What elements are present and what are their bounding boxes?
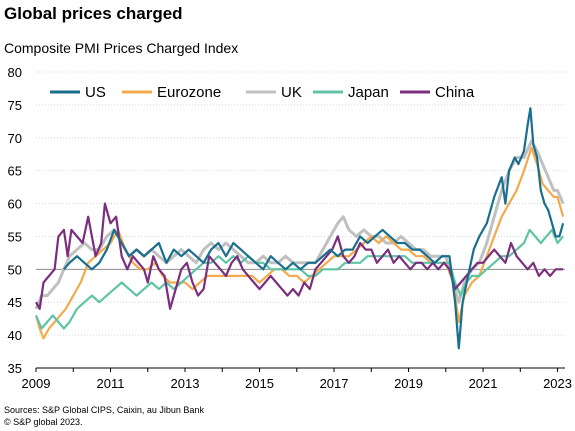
sources-line: Sources: S&P Global CIPS, Caixin, au Jib… <box>4 405 204 415</box>
y-tick-label: 55 <box>8 229 22 244</box>
series-line-japan <box>34 228 564 330</box>
x-tick-label: 2015 <box>245 376 274 391</box>
x-tick-label: 2019 <box>394 376 423 391</box>
y-tick-label: 45 <box>8 295 22 310</box>
y-tick-label: 35 <box>8 361 22 376</box>
x-tick-label: 2021 <box>469 376 498 391</box>
copyright-line: © S&P global 2023. <box>4 417 83 427</box>
x-tick-label: 2009 <box>22 376 51 391</box>
y-tick-label: 75 <box>8 98 22 113</box>
x-tick-label: 2011 <box>97 376 125 391</box>
sources-note: Sources: S&P Global CIPS, Caixin, au Jib… <box>4 404 204 428</box>
series-line-us <box>63 107 565 350</box>
x-tick-label: 2023 <box>543 376 572 391</box>
chart-title: Global prices charged <box>4 4 183 23</box>
series-line-eurozone <box>34 146 565 340</box>
series-line-china <box>35 202 564 310</box>
legend-label-us: US <box>85 84 106 101</box>
legend-label-uk: UK <box>281 84 302 101</box>
legend-label-eurozone: Eurozone <box>157 84 221 101</box>
x-tick-label: 2013 <box>171 376 200 391</box>
line-chart: 35 40 45 50 55 60 65 70 75 80 2009 2011 2013 2015 2017… <box>8 65 572 391</box>
chart-subtitle: Composite PMI Prices Charged Index <box>4 40 239 56</box>
y-tick-label: 40 <box>8 328 22 343</box>
legend-label-japan: Japan <box>348 84 389 101</box>
y-tick-label: 65 <box>8 164 22 179</box>
y-tick-label: 70 <box>8 131 22 146</box>
y-tick-label: 50 <box>8 262 22 277</box>
series-line-uk <box>34 139 565 310</box>
y-tick-label: 60 <box>8 197 22 212</box>
y-tick-label: 80 <box>8 65 22 80</box>
x-tick-label: 2017 <box>320 376 349 391</box>
legend-label-china: China <box>435 84 475 101</box>
